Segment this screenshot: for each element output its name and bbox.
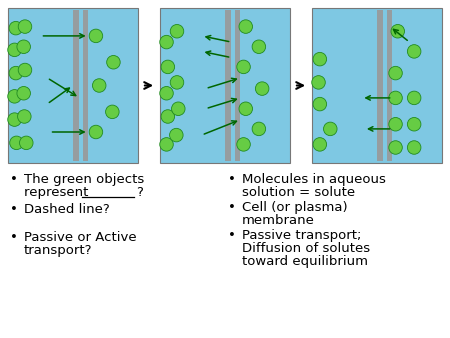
Bar xyxy=(378,9,382,162)
Circle shape xyxy=(170,76,184,89)
Bar xyxy=(387,9,392,162)
Circle shape xyxy=(19,136,33,150)
Circle shape xyxy=(407,141,421,154)
Text: Passive transport;: Passive transport; xyxy=(242,229,361,242)
Circle shape xyxy=(239,20,252,33)
Circle shape xyxy=(18,110,31,123)
Text: Diffusion of solutes: Diffusion of solutes xyxy=(242,242,370,255)
Circle shape xyxy=(10,136,23,150)
Circle shape xyxy=(161,110,175,123)
Circle shape xyxy=(92,79,106,92)
Circle shape xyxy=(239,102,252,116)
Text: Dashed line?: Dashed line? xyxy=(24,203,110,216)
Text: transport?: transport? xyxy=(24,244,93,257)
Circle shape xyxy=(89,125,103,139)
Text: Cell (or plasma): Cell (or plasma) xyxy=(242,201,347,214)
Text: Molecules in aqueous: Molecules in aqueous xyxy=(242,173,386,186)
Circle shape xyxy=(17,40,31,53)
Circle shape xyxy=(171,102,185,116)
Bar xyxy=(225,9,230,162)
Circle shape xyxy=(256,82,269,95)
Text: •: • xyxy=(228,201,236,214)
Circle shape xyxy=(389,118,402,131)
Text: •: • xyxy=(10,203,18,216)
Circle shape xyxy=(106,105,119,119)
Circle shape xyxy=(237,138,250,151)
Text: solution = solute: solution = solute xyxy=(242,186,355,199)
Text: represent: represent xyxy=(24,186,93,199)
Circle shape xyxy=(313,52,327,66)
Circle shape xyxy=(9,66,22,80)
Text: Passive or Active: Passive or Active xyxy=(24,231,137,244)
Circle shape xyxy=(313,138,327,151)
Text: ?: ? xyxy=(136,186,143,199)
Bar xyxy=(73,9,79,162)
Circle shape xyxy=(313,97,327,111)
Circle shape xyxy=(160,35,173,49)
Bar xyxy=(235,9,240,162)
Circle shape xyxy=(407,45,421,58)
Circle shape xyxy=(312,76,325,89)
Circle shape xyxy=(18,20,32,33)
Circle shape xyxy=(170,24,184,38)
Text: The green objects: The green objects xyxy=(24,173,144,186)
Circle shape xyxy=(9,21,22,35)
Bar xyxy=(160,8,290,163)
Circle shape xyxy=(391,24,405,38)
Circle shape xyxy=(160,87,173,100)
Circle shape xyxy=(389,66,402,80)
Circle shape xyxy=(18,63,32,77)
Circle shape xyxy=(8,43,21,56)
Text: •: • xyxy=(228,229,236,242)
Circle shape xyxy=(237,60,250,74)
Circle shape xyxy=(107,55,120,69)
Bar xyxy=(312,8,442,163)
Text: •: • xyxy=(10,173,18,186)
Text: toward equilibrium: toward equilibrium xyxy=(242,255,368,268)
Circle shape xyxy=(389,91,402,105)
Bar xyxy=(83,9,88,162)
Circle shape xyxy=(324,122,337,136)
Circle shape xyxy=(252,122,266,136)
Bar xyxy=(8,8,138,163)
Circle shape xyxy=(407,91,421,105)
Text: membrane: membrane xyxy=(242,214,315,227)
Circle shape xyxy=(89,29,103,43)
Circle shape xyxy=(160,138,173,151)
Circle shape xyxy=(8,113,21,126)
Circle shape xyxy=(170,128,183,142)
Circle shape xyxy=(252,40,266,53)
Circle shape xyxy=(8,90,21,103)
Circle shape xyxy=(17,87,31,100)
Text: •: • xyxy=(228,173,236,186)
Circle shape xyxy=(161,60,175,74)
Circle shape xyxy=(389,141,402,154)
Circle shape xyxy=(407,118,421,131)
Text: •: • xyxy=(10,231,18,244)
